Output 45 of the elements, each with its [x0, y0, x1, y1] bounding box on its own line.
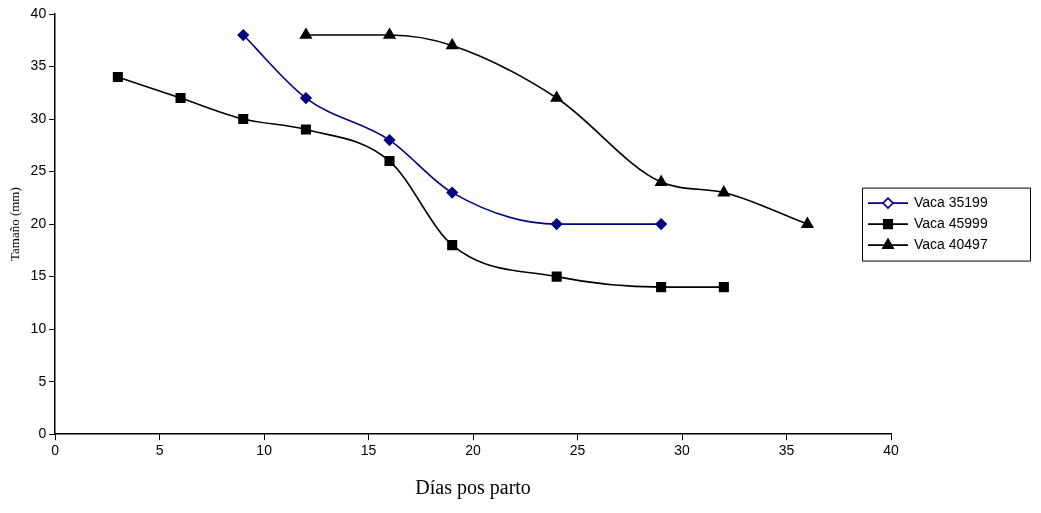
point	[299, 28, 312, 39]
point	[447, 240, 458, 251]
point	[655, 175, 668, 186]
point	[551, 271, 562, 282]
x-tick-label: 5	[155, 442, 164, 459]
point	[718, 282, 729, 293]
legend-label: Vaca 35199	[914, 193, 988, 210]
y-tick-label: 40	[30, 4, 47, 21]
point	[384, 156, 395, 167]
y-tick-label: 10	[30, 320, 47, 337]
point	[112, 71, 123, 83]
point	[300, 124, 311, 135]
legend-label: Vaca 45999	[914, 214, 988, 231]
point	[656, 282, 667, 293]
point	[238, 114, 249, 125]
x-tick-label: 40	[883, 442, 899, 459]
y-axis-title: Tamaño (mm)	[7, 187, 23, 262]
point	[550, 91, 563, 102]
point	[550, 218, 563, 230]
x-tick-label: 0	[51, 442, 60, 459]
y-tick-label: 35	[30, 57, 47, 74]
legend-label: Vaca 40497	[914, 235, 988, 252]
y-tick-label: 30	[30, 109, 47, 126]
x-tick-label: 30	[674, 442, 691, 459]
point	[446, 186, 458, 199]
point	[717, 185, 730, 197]
point	[175, 93, 186, 104]
point	[801, 217, 814, 228]
x-axis-title: Días pos parto	[415, 476, 531, 500]
point	[383, 28, 396, 39]
x-tick-label: 15	[360, 442, 377, 459]
point	[655, 218, 667, 230]
x-tick-label: 20	[465, 442, 482, 459]
point	[383, 134, 396, 146]
y-tick-label: 20	[30, 214, 47, 231]
y-tick-label: 25	[30, 162, 47, 179]
x-tick-label: 25	[569, 442, 586, 459]
x-tick-label: 10	[256, 442, 273, 459]
point	[300, 92, 312, 104]
point	[446, 38, 459, 50]
y-tick-label: 15	[30, 267, 47, 284]
y-tick-label: 5	[38, 372, 47, 389]
x-tick-label: 35	[778, 442, 795, 459]
point	[237, 29, 250, 41]
y-tick-label: 0	[38, 425, 47, 442]
